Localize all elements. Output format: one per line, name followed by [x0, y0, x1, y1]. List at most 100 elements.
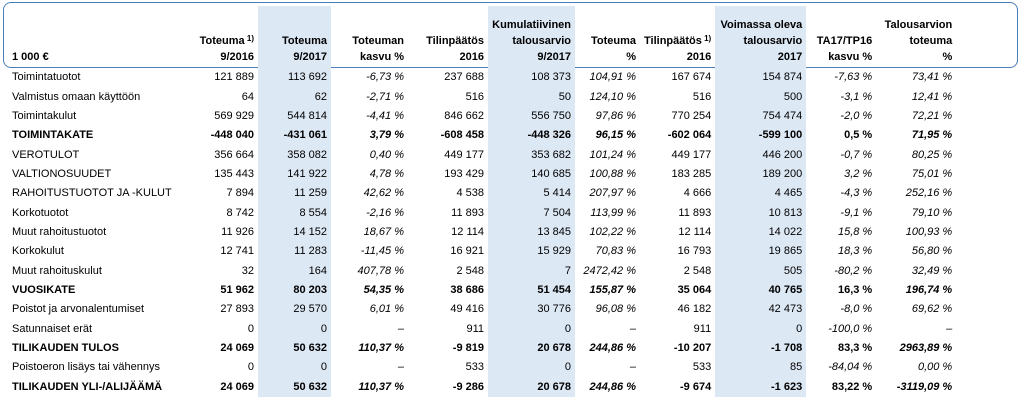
- column-header-line: 2016: [459, 51, 484, 63]
- table-cell: 64: [241, 90, 254, 103]
- table-cell: 11 893: [451, 206, 484, 219]
- row-label: VALTIONOSUUDET: [12, 167, 112, 180]
- column-header-line: Voimassa oleva: [720, 19, 803, 31]
- table-cell: -4,41 %: [366, 109, 404, 122]
- row-label: Muut rahoituskulut: [12, 264, 102, 277]
- row-label: Poistoeron lisäys tai vähennys: [12, 361, 160, 374]
- table-cell: 358 082: [258, 145, 331, 165]
- table-cell: 141 922: [258, 164, 331, 185]
- header-row: 1 000 € Toteuma 1) 9/2016 Toteuma 9/2017 Tote…: [8, 6, 956, 68]
- table-cell: 207,97 %: [589, 187, 636, 200]
- row-label: Korkokulut: [12, 245, 64, 258]
- column-header-line: Toteuma 1): [199, 34, 254, 47]
- table-cell: 62: [258, 87, 331, 107]
- table-cell: 3,79 %: [369, 129, 404, 142]
- table-cell: 38 686: [450, 283, 484, 296]
- table-row: TILIKAUDEN YLI-/ALIJÄÄMÄ 24 069 50 632 110,…: [8, 377, 956, 397]
- table-cell: 15,8 %: [837, 225, 873, 238]
- column-header-line: Tilinpäätös: [426, 35, 484, 47]
- table-cell: 121 889: [214, 71, 254, 84]
- table-row: TOIMINTAKATE -448 040 -431 061 3,79 % -608 4…: [8, 126, 956, 146]
- column-header-kasvu: Toteuman kasvu %: [331, 6, 408, 68]
- table-cell: 29 570: [258, 300, 331, 320]
- table-cell: 3,2 %: [844, 167, 873, 180]
- table-cell: 0,40 %: [369, 148, 404, 161]
- table-row: RAHOITUSTUOTOT JA -KULUT 7 894 11 259 42,62…: [8, 184, 956, 204]
- table-cell: 356 664: [214, 148, 254, 161]
- table-cell: 189 200: [715, 164, 807, 185]
- column-header-line: 9/2016: [220, 51, 254, 63]
- table-cell: -1 708: [715, 338, 807, 359]
- table-row: Poistoeron lisäys tai vähennys 0 0–533 0–53…: [8, 358, 956, 378]
- table-cell: 50: [488, 87, 575, 107]
- row-label: Muut rahoitustuotot: [12, 225, 107, 238]
- table-cell: 155,87 %: [589, 283, 636, 296]
- table-cell: -11,45 %: [360, 245, 404, 258]
- table-cell: 75,01 %: [911, 167, 953, 180]
- table-cell: 20 678: [488, 338, 575, 359]
- table-body: Toimintatuotot 121 889 113 692 -6,73 % 237 6…: [8, 68, 956, 397]
- column-header-line: 9/2017: [293, 51, 327, 63]
- table-cell: 18,67 %: [363, 225, 404, 238]
- table-cell: 7 504: [488, 203, 575, 223]
- column-header-line: talousarvio: [512, 35, 571, 47]
- row-label: TILIKAUDEN TULOS: [12, 341, 119, 354]
- table-cell: 51 454: [488, 280, 575, 301]
- table-cell: 7 894: [226, 187, 254, 200]
- table-row: VEROTULOT 356 664 358 082 0,40 % 449 177 353 …: [8, 145, 956, 165]
- table-row: Toimintatuotot 121 889 113 692 -6,73 % 237 6…: [8, 68, 956, 88]
- table-cell: 16 921: [450, 245, 484, 258]
- column-header-line: toteuma: [909, 35, 953, 47]
- table-cell: 0,5 %: [844, 129, 873, 142]
- table-row: Korkotuotot 8 742 8 554 -2,16 % 11 893 7 504 1…: [8, 203, 956, 223]
- table-cell: 56,80 %: [911, 245, 953, 258]
- table-cell: 85: [715, 358, 807, 378]
- table-cell: 533: [692, 361, 712, 374]
- column-header-line: TA17/TP16: [816, 35, 873, 47]
- table-cell: -9 286: [452, 380, 484, 393]
- table-cell: -602 064: [667, 129, 712, 142]
- table-cell: 11 283: [258, 242, 331, 262]
- table-cell: -2,0 %: [840, 109, 873, 122]
- table-cell: 8 742: [226, 206, 254, 219]
- table-cell: 18,3 %: [837, 245, 873, 258]
- table-cell: 449 177: [444, 148, 484, 161]
- table-cell: 83,22 %: [831, 380, 873, 393]
- column-header-line: %: [626, 51, 636, 63]
- table-cell: 252,16 %: [905, 187, 953, 200]
- table-cell: 83,3 %: [837, 341, 873, 354]
- table-cell: 911: [466, 322, 484, 335]
- table-cell: 108 373: [488, 68, 575, 88]
- table-cell: 516: [692, 90, 712, 103]
- table-cell: 544 814: [258, 106, 331, 127]
- column-header-voimassa: Voimassa oleva talousarvio 2017: [715, 6, 807, 68]
- table-cell: -3,1 %: [840, 90, 873, 103]
- table-cell: 2963,89 %: [899, 341, 953, 354]
- table-cell: -8,0 %: [840, 303, 873, 316]
- table-cell: -448 326: [488, 126, 575, 146]
- table-cell: 5 414: [488, 184, 575, 204]
- table-cell: -2,71 %: [366, 90, 404, 103]
- table-cell: 100,93 %: [905, 225, 953, 238]
- table-cell: 0: [488, 319, 575, 339]
- table-cell: –: [629, 322, 636, 335]
- column-header-line: Talousarvion: [884, 19, 953, 31]
- column-header-line: talousarvio: [743, 35, 803, 47]
- financial-table: 1 000 € Toteuma 1) 9/2016 Toteuma 9/2017 Tote…: [8, 6, 956, 397]
- column-header-line: %: [942, 51, 953, 63]
- row-label: Toimintakulut: [12, 109, 77, 122]
- table-cell: -0,7 %: [840, 148, 873, 161]
- table-cell: 113,99 %: [590, 206, 636, 219]
- table-row: Muut rahoitustuotot 11 926 14 152 18,67 % 12…: [8, 222, 956, 243]
- table-cell: 770 254: [671, 109, 712, 122]
- table-cell: –: [397, 322, 404, 335]
- table-cell: 14 152: [258, 222, 331, 243]
- column-header-line: Tilinpäätös 1): [644, 34, 712, 47]
- table-cell: 35 064: [677, 283, 712, 296]
- table-cell: 6,01 %: [369, 303, 404, 316]
- table-row: VALTIONOSUUDET 135 443 141 922 4,78 % 193 42…: [8, 164, 956, 185]
- table-cell: -608 458: [440, 129, 484, 142]
- table-cell: 42 473: [715, 300, 807, 320]
- table-cell: -9 819: [452, 341, 484, 354]
- table-cell: 0: [258, 358, 331, 378]
